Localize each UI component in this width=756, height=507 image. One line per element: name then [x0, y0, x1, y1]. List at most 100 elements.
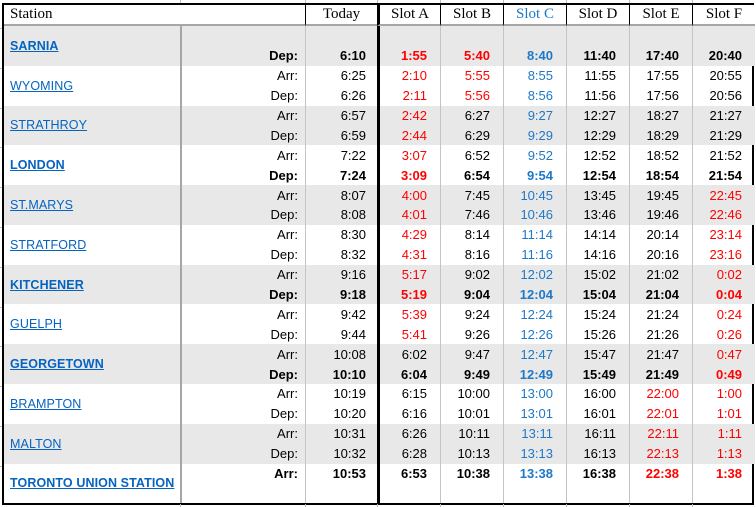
time-cell-today: 7:22 — [305, 145, 377, 166]
station-link-malton[interactable]: MALTON — [10, 436, 62, 451]
arr-dep-label: Dep: — [180, 205, 305, 225]
time-cell-slot-e — [629, 26, 692, 46]
time-cell-slot-e: 22:00 — [629, 384, 692, 404]
time-cell-slot-e: 18:29 — [629, 125, 692, 146]
time-cell-slot-e: 18:52 — [629, 145, 692, 166]
arr-dep-label: Dep: — [180, 45, 305, 66]
arr-dep-label: Arr: — [180, 344, 305, 365]
time-cell-slot-e: 22:38 — [629, 463, 692, 484]
grid-tick — [0, 28, 2, 29]
station-link-london[interactable]: LONDON — [10, 158, 65, 173]
time-cell-slot-d — [566, 26, 629, 46]
time-cell-slot-b — [440, 26, 503, 46]
time-cell-slot-c: 8:40 — [503, 45, 566, 66]
grid-tick — [566, 504, 567, 507]
time-cell-slot-a: 6:26 — [377, 423, 440, 444]
time-cell-today: 10:31 — [305, 423, 377, 444]
time-cell-slot-d: 16:00 — [566, 384, 629, 404]
station-link-georgetown[interactable]: GEORGETOWN — [10, 357, 104, 372]
time-cell-slot-b: 7:46 — [440, 205, 503, 225]
time-cell-slot-b: 9:02 — [440, 264, 503, 285]
time-cell-today: 10:10 — [305, 364, 377, 385]
time-cell-slot-d: 15:24 — [566, 304, 629, 325]
time-cell-slot-b: 10:38 — [440, 463, 503, 484]
time-cell-slot-a: 3:07 — [377, 145, 440, 166]
grid-tick — [0, 68, 2, 69]
arr-dep-label: Dep: — [180, 324, 305, 345]
time-cell-slot-c: 8:55 — [503, 65, 566, 86]
time-cell-slot-c: 12:47 — [503, 344, 566, 365]
time-cell-today — [305, 483, 377, 504]
time-cell-slot-c: 13:00 — [503, 384, 566, 404]
time-cell-slot-a: 4:31 — [377, 244, 440, 265]
time-cell-slot-c: 9:29 — [503, 125, 566, 146]
time-cell-slot-c — [503, 26, 566, 46]
time-cell-today: 6:26 — [305, 85, 377, 106]
time-cell-slot-e — [629, 483, 692, 504]
grid-tick — [692, 504, 693, 507]
time-cell-slot-c: 13:13 — [503, 443, 566, 464]
time-cell-slot-d: 12:27 — [566, 105, 629, 126]
grid-tick — [0, 466, 2, 467]
time-cell-slot-f: 0:02 — [692, 264, 755, 285]
arr-dep-label: Arr: — [180, 105, 305, 126]
time-cell-slot-d: 16:11 — [566, 423, 629, 444]
time-cell-slot-e: 18:27 — [629, 105, 692, 126]
header-slot-c: Slot C — [503, 5, 566, 26]
time-cell-slot-b: 5:55 — [440, 65, 503, 86]
time-cell-slot-b — [440, 483, 503, 504]
station-link-toronto-union-station[interactable]: TORONTO UNION STATION — [10, 476, 175, 491]
time-cell-slot-f: 1:13 — [692, 443, 755, 464]
station-link-st-marys[interactable]: ST.MARYS — [10, 198, 74, 213]
grid-tick — [0, 307, 2, 308]
station-link-wyoming[interactable]: WYOMING — [10, 78, 74, 93]
time-cell-slot-a: 2:44 — [377, 125, 440, 146]
station-cell: GEORGETOWN — [4, 344, 180, 385]
time-cell-slot-e: 19:45 — [629, 185, 692, 206]
time-cell-slot-f: 21:52 — [692, 145, 755, 166]
station-link-kitchener[interactable]: KITCHENER — [10, 277, 84, 292]
grid-tick — [305, 0, 306, 3]
station-link-stratford[interactable]: STRATFORD — [10, 237, 87, 252]
time-cell-slot-d: 16:38 — [566, 463, 629, 484]
station-link-sarnia[interactable]: SARNIA — [10, 38, 59, 53]
time-cell-slot-b: 6:29 — [440, 125, 503, 146]
time-cell-slot-f: 0:24 — [692, 304, 755, 325]
station-link-guelph[interactable]: GUELPH — [10, 317, 63, 332]
arr-dep-label: Dep: — [180, 364, 305, 385]
grid-tick — [629, 504, 630, 507]
grid-tick — [180, 0, 181, 3]
arr-dep-label: Dep: — [180, 165, 305, 186]
time-cell-slot-e: 21:24 — [629, 304, 692, 325]
time-cell-today: 10:32 — [305, 443, 377, 464]
station-link-brampton[interactable]: BRAMPTON — [10, 396, 82, 411]
grid-tick — [503, 0, 504, 3]
time-cell-slot-e: 21:02 — [629, 264, 692, 285]
time-cell-slot-e: 18:54 — [629, 165, 692, 186]
grid-tick — [0, 426, 2, 427]
time-cell-slot-e: 21:49 — [629, 364, 692, 385]
time-cell-slot-c: 9:52 — [503, 145, 566, 166]
time-cell-slot-b: 10:11 — [440, 423, 503, 444]
grid-tick — [566, 0, 567, 3]
station-cell: ST.MARYS — [4, 185, 180, 225]
time-cell-slot-b: 10:01 — [440, 403, 503, 424]
time-cell-today: 9:44 — [305, 324, 377, 345]
time-cell-today — [305, 26, 377, 46]
arr-dep-label: Arr: — [180, 463, 305, 484]
time-cell-slot-d — [566, 483, 629, 504]
time-cell-slot-d: 15:02 — [566, 264, 629, 285]
arr-dep-label: Dep: — [180, 125, 305, 146]
time-cell-slot-d: 15:04 — [566, 284, 629, 305]
time-cell-slot-c: 9:54 — [503, 165, 566, 186]
time-cell-today: 9:16 — [305, 264, 377, 285]
time-cell-slot-f: 23:16 — [692, 244, 755, 265]
time-cell-slot-a — [377, 26, 440, 46]
time-cell-slot-c: 9:27 — [503, 105, 566, 126]
time-cell-slot-e: 22:13 — [629, 443, 692, 464]
station-link-strathroy[interactable]: STRATHROY — [10, 118, 88, 133]
time-cell-slot-f: 1:00 — [692, 384, 755, 404]
time-cell-slot-a: 6:02 — [377, 344, 440, 365]
arr-dep-label: Dep: — [180, 85, 305, 106]
time-cell-slot-d: 11:56 — [566, 85, 629, 106]
